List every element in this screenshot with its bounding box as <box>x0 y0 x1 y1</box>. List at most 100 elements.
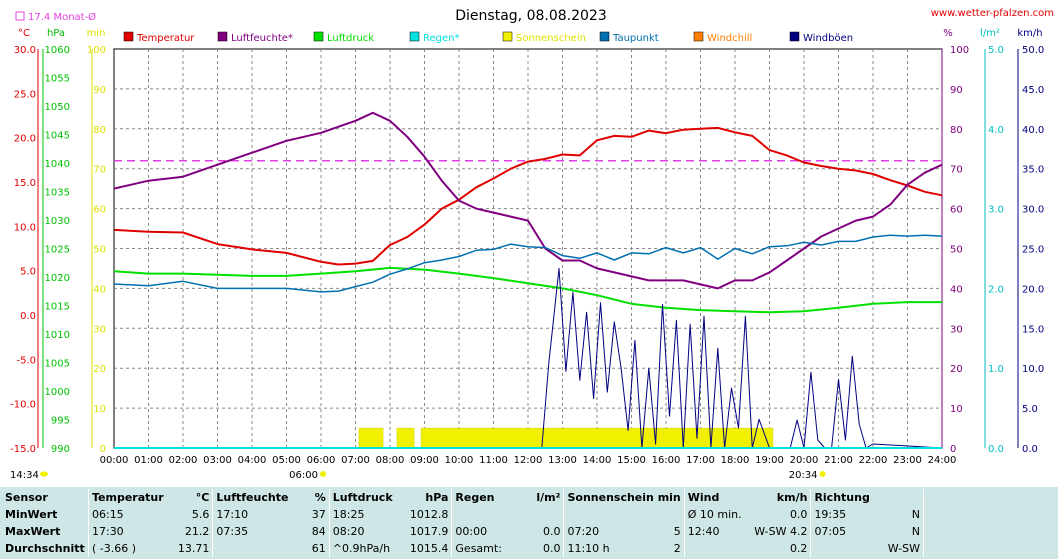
wind-tick-label: 20.0 <box>1022 284 1044 295</box>
temp-time-cell: 06:15 <box>87 506 167 523</box>
pressure-tick-label: 1000 <box>45 387 70 398</box>
temperature-tick-label: 30.0 <box>14 45 36 56</box>
x-tick-label: 23:00 <box>893 455 922 466</box>
sun-value-cell <box>658 506 684 523</box>
pressure-tick-label: 1050 <box>45 102 70 113</box>
wind-value-cell: 0.2 <box>789 542 808 555</box>
pres-value-cell: 1015.4 <box>409 542 449 555</box>
rain-value-cell <box>518 506 564 523</box>
header-pressure: Luftdruck <box>328 489 396 506</box>
humidity-tick-label: 80 <box>950 125 963 136</box>
dir-time-cell: 19:35 <box>810 506 878 523</box>
legend-swatch <box>693 31 704 42</box>
header-temperature: Temperatur <box>87 489 167 506</box>
x-tick-label: 22:00 <box>859 455 888 466</box>
pressure-tick-label: 1030 <box>45 216 70 227</box>
humidity-tick-label: 50 <box>950 245 963 256</box>
sunset-label: 20:34 <box>789 470 818 481</box>
extra-cell <box>923 523 1058 540</box>
x-tick-label: 16:00 <box>652 455 681 466</box>
table-header-row: Sensor Temperatur °C Luftfeuchte % Luftd… <box>2 489 1058 506</box>
legend-entry: Luftfeuchte* <box>231 33 293 44</box>
legend: Temperatur Luftfeuchte* Luftdruck Regen* Son… <box>123 31 853 44</box>
pressure-line <box>113 266 942 314</box>
hum-value-cell: 37 <box>311 508 326 521</box>
wind-tick-label: 0.0 <box>1022 444 1038 455</box>
wind-tick-label: 30.0 <box>1022 205 1044 216</box>
extra-cell <box>923 540 1058 557</box>
humidity-unit-label: % <box>943 28 953 39</box>
rain-tick-label: 4.0 <box>988 125 1004 136</box>
wind-tick-label: 45.0 <box>1022 85 1044 96</box>
sunshine-tick-label: 80 <box>93 125 106 136</box>
wind-tick-label: 5.0 <box>1022 404 1038 415</box>
header-direction: Richtung <box>810 489 878 506</box>
table-row: MaxWert 17:30 21.2 07:35 84 08:20 1017.9… <box>2 523 1058 540</box>
header-rain: Regen <box>451 489 518 506</box>
hum-time-cell: 07:35 <box>212 523 300 540</box>
sunrise-icon <box>320 471 326 477</box>
humidity-tick-label: 20 <box>950 364 963 375</box>
header-pressure-unit: hPa <box>425 491 449 504</box>
x-tick-label: 11:00 <box>479 455 508 466</box>
table-row: MinWert 06:15 5.6 17:10 37 18:25 1012.8 … <box>2 506 1058 523</box>
humidity-line <box>113 111 943 290</box>
sun-time-cell <box>563 506 659 523</box>
dir-time-cell: 07:05 <box>810 523 878 540</box>
legend-swatch <box>789 31 800 42</box>
rain-tick-label: 1.0 <box>988 364 1004 375</box>
header-wind: Wind <box>683 489 745 506</box>
series-layer <box>113 111 943 449</box>
legend-entry: Windchill <box>707 33 752 44</box>
temperature-line <box>113 126 943 266</box>
statistics-panel: Sensor Temperatur °C Luftfeuchte % Luftd… <box>0 487 1058 559</box>
legend-entry: Luftdruck <box>327 33 374 44</box>
humidity-tick-label: 100 <box>950 45 969 56</box>
grid <box>113 48 943 449</box>
sunrise-label: 06:00 <box>289 470 318 481</box>
header-humidity: Luftfeuchte <box>212 489 300 506</box>
x-tick-label: 18:00 <box>721 455 750 466</box>
rain-value-cell: 0.0 <box>542 542 561 555</box>
sunshine-unit-label: min <box>87 28 106 39</box>
x-tick-label: 10:00 <box>445 455 474 466</box>
rain-tick-label: 5.0 <box>988 45 1004 56</box>
pressure-tick-label: 995 <box>51 416 70 427</box>
x-tick-label: 09:00 <box>410 455 439 466</box>
temp-value-cell: 21.2 <box>184 525 210 538</box>
legend-swatch <box>599 31 610 42</box>
wind-unit-label: km/h <box>1017 28 1042 39</box>
header-sensor: Sensor <box>5 491 48 504</box>
humidity-tick-label: 10 <box>950 404 963 415</box>
pressure-tick-label: 1060 <box>45 45 70 56</box>
pres-time-cell: 08:20 <box>328 523 396 540</box>
rain-time-cell: 00:00 <box>451 523 518 540</box>
sunshine-tick-label: 20 <box>93 364 106 375</box>
temp-value-cell: 5.6 <box>191 508 210 521</box>
header-humidity-unit: % <box>314 491 326 504</box>
rain-time-cell: Gesamt: <box>451 540 518 557</box>
temperature-tick-label: -5.0 <box>16 355 36 366</box>
site-link[interactable]: www.wetter-pfalzen.com <box>931 8 1054 19</box>
x-tick-label: 15:00 <box>617 455 646 466</box>
sunshine-tick-label: 100 <box>87 45 106 56</box>
temperature-tick-label: -10.0 <box>10 400 36 411</box>
legend-entry: Taupunkt <box>612 33 659 44</box>
x-tick-label: 17:00 <box>686 455 715 466</box>
rain-tick-label: 3.0 <box>988 205 1004 216</box>
monthly-avg-legend-swatch <box>15 11 25 21</box>
wind-tick-label: 40.0 <box>1022 125 1044 136</box>
x-tick-label: 00:00 <box>100 455 129 466</box>
dir-time-cell <box>810 540 878 557</box>
sun-value-cell: 5 <box>673 525 681 538</box>
x-tick-label: 06:00 <box>307 455 336 466</box>
pressure-tick-label: 1020 <box>45 273 70 284</box>
header-extra-spacer <box>923 489 1058 506</box>
temp-time-cell: ( -3.66 ) <box>87 540 167 557</box>
x-tick-label: 12:00 <box>514 455 543 466</box>
wind-value-cell: W-SW 4.2 <box>754 525 808 538</box>
wind-tick-label: 10.0 <box>1022 364 1044 375</box>
legend-swatch <box>217 31 228 42</box>
wind-time-cell <box>683 540 745 557</box>
rain-tick-label: 2.0 <box>988 284 1004 295</box>
